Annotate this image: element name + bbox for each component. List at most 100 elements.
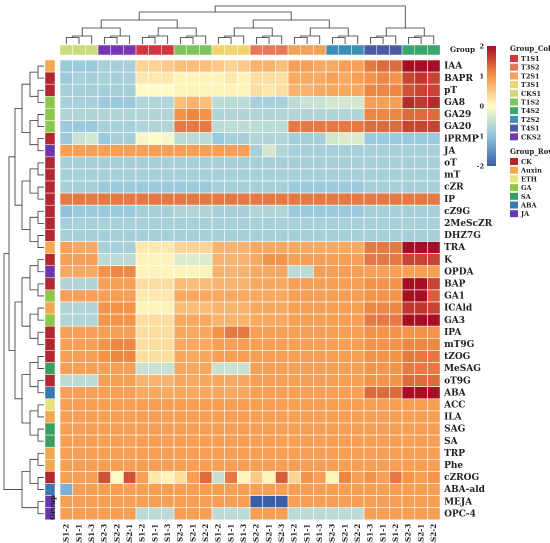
heatmap-cell bbox=[211, 434, 226, 448]
heatmap-cell bbox=[363, 156, 378, 170]
heatmap-cell bbox=[161, 59, 175, 73]
heatmap-cell bbox=[351, 374, 365, 388]
heatmap-cell bbox=[275, 96, 289, 109]
heatmap-cell bbox=[161, 180, 175, 194]
heatmap-cell bbox=[249, 96, 264, 109]
heatmap-cell bbox=[427, 120, 441, 133]
heatmap-cell bbox=[161, 398, 175, 412]
heatmap-cell bbox=[351, 229, 365, 242]
row-label: ICAld bbox=[444, 304, 473, 314]
heatmap-cell bbox=[186, 96, 200, 109]
heatmap-cell bbox=[135, 59, 149, 73]
heatmap-cell bbox=[401, 204, 416, 218]
heatmap-cell bbox=[199, 446, 213, 460]
heatmap-cell bbox=[110, 156, 124, 170]
row-label: JA bbox=[443, 146, 456, 156]
column-group-swatch bbox=[59, 44, 73, 56]
heatmap-cell bbox=[110, 253, 124, 267]
heatmap-cell bbox=[72, 386, 86, 400]
heatmap-cell bbox=[110, 483, 124, 496]
heatmap-cell bbox=[287, 386, 302, 400]
heatmap-cell bbox=[351, 253, 365, 267]
heatmap-cell bbox=[211, 265, 226, 279]
heatmap-cell bbox=[389, 386, 403, 400]
heatmap-cell bbox=[85, 156, 99, 170]
heatmap-cell bbox=[148, 59, 162, 73]
heatmap-cell bbox=[211, 253, 226, 267]
heatmap-cell bbox=[262, 156, 276, 170]
heatmap-cell bbox=[351, 434, 365, 448]
heatmap-cell bbox=[414, 241, 428, 254]
heatmap-cell bbox=[287, 132, 302, 146]
heatmap-cell bbox=[85, 96, 99, 109]
heatmap-cell bbox=[376, 71, 390, 85]
row-label: cZ9G bbox=[444, 207, 470, 217]
heatmap-cell bbox=[325, 471, 340, 484]
heatmap-cell bbox=[376, 337, 390, 351]
heatmap-cell bbox=[363, 83, 378, 97]
heatmap-cell bbox=[59, 265, 73, 279]
heatmap-cell bbox=[262, 325, 276, 339]
heatmap-cell bbox=[427, 71, 441, 85]
heatmap-cell bbox=[249, 132, 264, 146]
heatmap-cell bbox=[173, 120, 187, 133]
heatmap-cell bbox=[414, 410, 428, 424]
heatmap-cell bbox=[199, 458, 213, 472]
heatmap-cell bbox=[59, 192, 73, 206]
heatmap-cell bbox=[173, 507, 187, 521]
heatmap-cell bbox=[363, 229, 378, 242]
column-label: T2S1-2 bbox=[290, 524, 299, 543]
legend-col-label: CKS2 bbox=[521, 133, 541, 141]
heatmap-cell bbox=[351, 289, 365, 303]
heatmap-cell bbox=[186, 144, 200, 158]
column-group-swatch bbox=[199, 44, 213, 56]
heatmap-cell bbox=[123, 301, 137, 315]
heatmap-cell bbox=[85, 301, 99, 315]
heatmap-cell bbox=[363, 180, 378, 194]
heatmap-cell bbox=[237, 374, 251, 388]
heatmap-cell bbox=[199, 483, 213, 496]
dendrogram-branch bbox=[37, 89, 44, 103]
heatmap-cell bbox=[110, 241, 124, 254]
heatmap-cell bbox=[338, 374, 352, 388]
heatmap-cell bbox=[389, 458, 403, 472]
heatmap-cell bbox=[97, 398, 111, 412]
heatmap-cell bbox=[123, 410, 137, 424]
row-group-bar bbox=[44, 59, 56, 521]
row-group-swatch bbox=[44, 398, 56, 412]
heatmap-cell bbox=[135, 325, 149, 339]
heatmap-cell bbox=[351, 325, 365, 339]
heatmap-cell bbox=[249, 144, 264, 158]
heatmap-cell bbox=[72, 229, 86, 242]
heatmap-cell bbox=[262, 204, 276, 218]
heatmap-cell bbox=[173, 422, 187, 436]
heatmap-cell bbox=[338, 277, 352, 291]
heatmap-cell bbox=[72, 458, 86, 472]
heatmap-cell bbox=[427, 483, 441, 496]
heatmap-cell bbox=[338, 59, 352, 73]
heatmap-cell bbox=[135, 83, 149, 97]
heatmap-cell bbox=[110, 422, 124, 436]
heatmap-cell bbox=[237, 265, 251, 279]
heatmap-cell bbox=[427, 422, 441, 436]
heatmap-cell bbox=[186, 265, 200, 279]
heatmap-cell bbox=[186, 241, 200, 254]
heatmap-cell bbox=[161, 108, 175, 121]
heatmap-cell bbox=[325, 265, 340, 279]
dendrogram-branch bbox=[233, 27, 273, 36]
heatmap-cell bbox=[211, 458, 226, 472]
heatmap-cell bbox=[325, 253, 340, 267]
heatmap-cell bbox=[110, 277, 124, 291]
heatmap-cell bbox=[376, 398, 390, 412]
heatmap-cell bbox=[123, 229, 137, 242]
heatmap-cell bbox=[338, 422, 352, 436]
dendrogram-branch bbox=[29, 410, 38, 436]
heatmap-cell bbox=[135, 313, 149, 327]
heatmap-cell bbox=[199, 350, 213, 363]
heatmap-cell bbox=[161, 434, 175, 448]
heatmap-cell bbox=[237, 241, 251, 254]
heatmap-cell bbox=[389, 483, 403, 496]
heatmap-cell bbox=[249, 217, 264, 230]
heatmap-cell bbox=[59, 132, 73, 146]
heatmap-cell bbox=[237, 192, 251, 206]
